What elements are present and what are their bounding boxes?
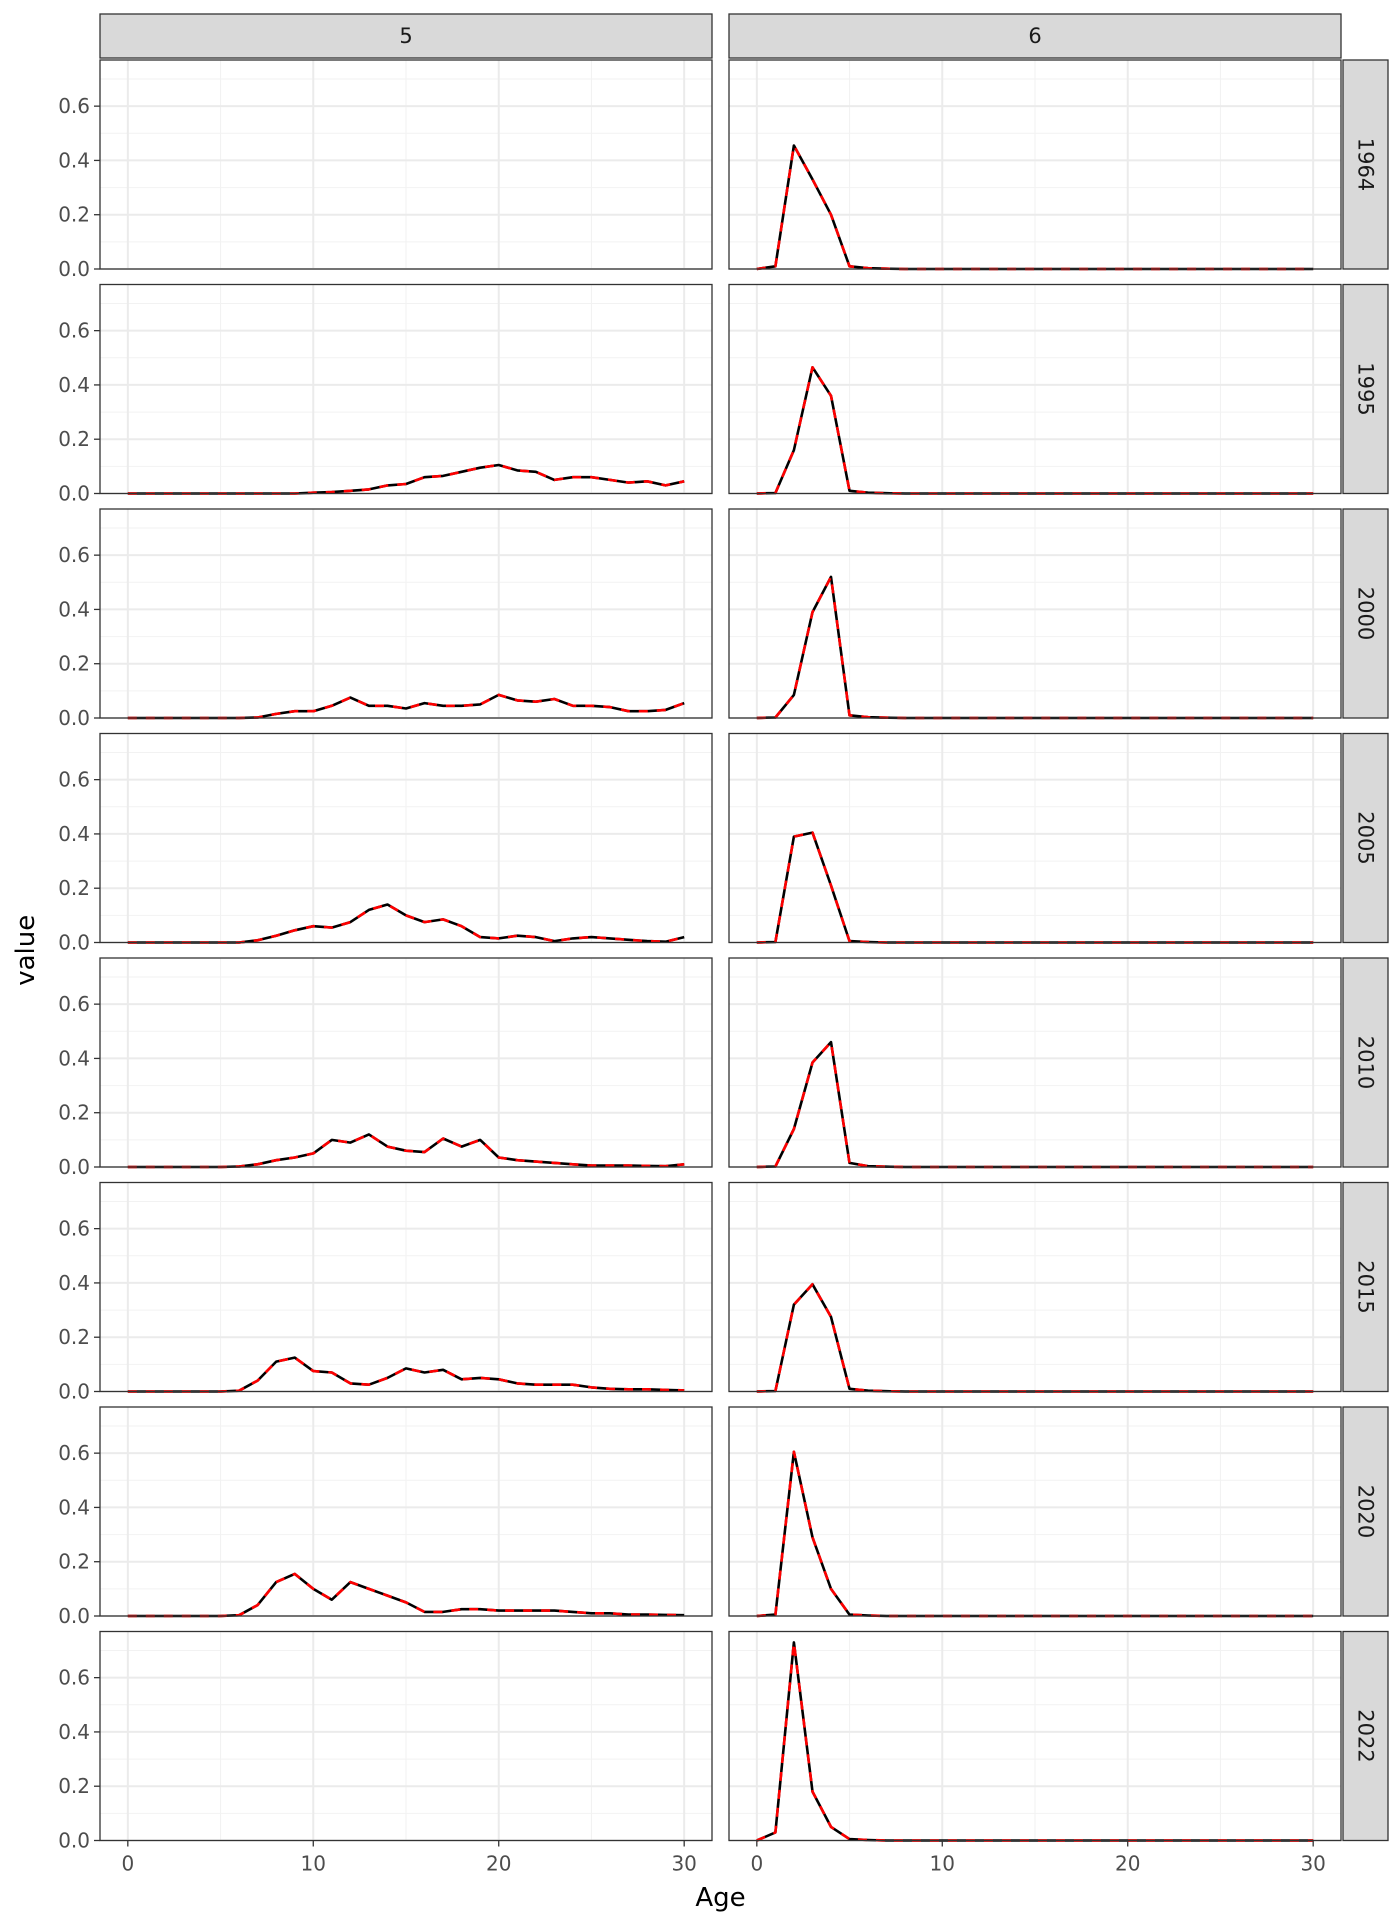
panel-6-2022	[728, 1630, 1342, 1842]
panel-border	[99, 1406, 713, 1617]
y-tick-label: 0.6	[58, 543, 90, 567]
y-tick-label: 0.0	[58, 1829, 90, 1853]
x-tick-label: 20	[1115, 1852, 1140, 1876]
y-tick-label: 0.0	[58, 1155, 90, 1179]
x-tick-label: 10	[301, 1852, 326, 1876]
panel-5-2015	[99, 1181, 713, 1393]
y-tick-label: 0.2	[58, 1101, 90, 1125]
y-tick-label: 0.0	[58, 1380, 90, 1404]
y-tick-label: 0.0	[58, 1604, 90, 1628]
column-strip-label: 6	[1028, 24, 1041, 48]
panel-5-1995	[99, 283, 713, 495]
row-strip-label: 1964	[1354, 138, 1378, 191]
y-tick-label: 0.0	[58, 482, 90, 506]
row-strip-2022	[1342, 1630, 1389, 1842]
y-axis-title: value	[11, 915, 41, 986]
y-tick-label: 0.6	[58, 1217, 90, 1241]
series-line-fitted	[756, 575, 1314, 720]
panel-border	[99, 508, 713, 719]
panel-5-2010	[99, 957, 713, 1169]
row-strip-2000	[1342, 508, 1389, 719]
y-tick-label: 0.2	[58, 1325, 90, 1349]
panel-border	[728, 508, 1342, 719]
column-strip-label: 5	[399, 24, 412, 48]
panel-border	[728, 1181, 1342, 1393]
row-strip-label: 2020	[1354, 1485, 1378, 1538]
panel-border	[728, 1406, 1342, 1617]
y-tick-label: 0.2	[58, 427, 90, 451]
x-tick-label: 20	[486, 1852, 511, 1876]
x-tick-label: 30	[1300, 1852, 1325, 1876]
panel-5-2022	[99, 1630, 713, 1842]
y-tick-label: 0.4	[58, 822, 90, 846]
y-tick-label: 0.2	[58, 203, 90, 227]
panel-border	[99, 1630, 713, 1842]
y-tick-label: 0.4	[58, 1046, 90, 1070]
panel-5-2000	[99, 508, 713, 720]
panel-border	[99, 1181, 713, 1393]
y-tick-label: 0.4	[58, 148, 90, 172]
panel-6-2020	[728, 1406, 1342, 1618]
y-tick-label: 0.4	[58, 1720, 90, 1744]
panel-border	[99, 957, 713, 1168]
panel-border	[728, 283, 1342, 495]
row-strip-label: 2000	[1354, 587, 1378, 640]
y-tick-label: 0.4	[58, 373, 90, 397]
panel-5-1964	[99, 59, 713, 270]
y-tick-label: 0.4	[58, 1495, 90, 1519]
row-strip-label: 2022	[1354, 1709, 1378, 1762]
x-tick-label: 0	[750, 1852, 763, 1876]
panel-6-2015	[728, 1181, 1342, 1393]
y-tick-label: 0.4	[58, 1271, 90, 1295]
panel-6-2005	[728, 732, 1342, 944]
panel-border	[99, 283, 713, 495]
row-strip-2015	[1342, 1181, 1389, 1393]
series-line-fitted	[756, 144, 1314, 271]
panel-border	[728, 732, 1342, 944]
panel-border	[728, 1630, 1342, 1842]
y-tick-label: 0.4	[58, 597, 90, 621]
panel-6-2010	[728, 957, 1342, 1169]
y-tick-label: 0.2	[58, 1774, 90, 1798]
panel-5-2005	[99, 732, 713, 944]
column-strip-5	[99, 13, 713, 59]
panel-border	[99, 59, 713, 270]
y-tick-label: 0.2	[58, 876, 90, 900]
row-strip-label: 1995	[1354, 362, 1378, 415]
row-strip-2020	[1342, 1406, 1389, 1617]
y-tick-label: 0.0	[58, 257, 90, 281]
panel-border	[728, 59, 1342, 270]
y-tick-label: 0.2	[58, 1550, 90, 1574]
panel-6-1995	[728, 283, 1342, 495]
y-tick-label: 0.6	[58, 94, 90, 118]
y-tick-label: 0.6	[58, 768, 90, 792]
panel-6-1964	[728, 59, 1342, 271]
row-strip-label: 2015	[1354, 1260, 1378, 1313]
panel-border	[99, 732, 713, 944]
y-tick-label: 0.6	[58, 1666, 90, 1690]
row-strip-2005	[1342, 732, 1389, 944]
y-tick-label: 0.0	[58, 931, 90, 955]
panel-6-2000	[728, 508, 1342, 720]
row-strip-1995	[1342, 283, 1389, 495]
x-tick-label: 30	[671, 1852, 696, 1876]
row-strip-2010	[1342, 957, 1389, 1168]
row-strip-1964	[1342, 59, 1389, 270]
row-strip-label: 2010	[1354, 1036, 1378, 1089]
x-axis-title: Age	[695, 1883, 745, 1913]
y-tick-label: 0.2	[58, 652, 90, 676]
panel-5-2020	[99, 1406, 713, 1618]
column-strip-6	[728, 13, 1342, 59]
y-tick-label: 0.6	[58, 319, 90, 343]
y-tick-label: 0.6	[58, 992, 90, 1016]
y-tick-label: 0.6	[58, 1441, 90, 1465]
row-strip-label: 2005	[1354, 811, 1378, 864]
panel-border	[728, 957, 1342, 1168]
x-tick-label: 0	[121, 1852, 134, 1876]
y-tick-label: 0.0	[58, 706, 90, 730]
x-tick-label: 10	[930, 1852, 955, 1876]
